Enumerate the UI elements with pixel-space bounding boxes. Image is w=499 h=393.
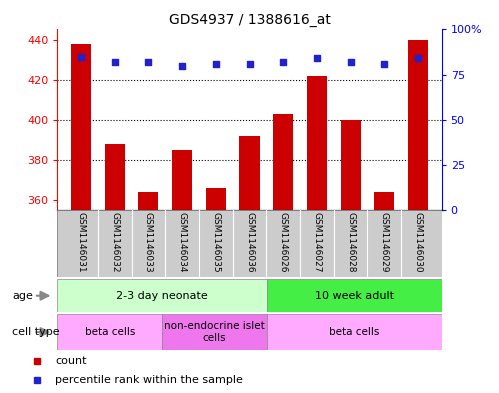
Point <box>347 59 355 65</box>
Bar <box>408 40 428 210</box>
Point <box>212 61 220 67</box>
Text: beta cells: beta cells <box>329 327 379 337</box>
Point <box>178 62 186 69</box>
Bar <box>374 192 394 210</box>
Point <box>380 61 388 67</box>
Bar <box>138 192 159 210</box>
Text: GSM1146036: GSM1146036 <box>245 212 254 273</box>
Bar <box>105 144 125 210</box>
Text: GSM1146030: GSM1146030 <box>414 212 423 273</box>
Point <box>414 55 422 62</box>
Bar <box>57 314 162 350</box>
Bar <box>267 279 442 312</box>
Text: GSM1146027: GSM1146027 <box>312 212 321 273</box>
Text: GSM1146032: GSM1146032 <box>110 212 119 273</box>
Text: GSM1146033: GSM1146033 <box>144 212 153 273</box>
Bar <box>340 120 361 210</box>
Text: GSM1146034: GSM1146034 <box>178 212 187 273</box>
Text: GSM1146029: GSM1146029 <box>380 212 389 273</box>
Text: age: age <box>12 291 33 301</box>
Bar <box>273 114 293 210</box>
Text: non-endocrine islet
cells: non-endocrine islet cells <box>164 321 265 343</box>
Text: count: count <box>55 356 86 366</box>
Text: cell type: cell type <box>12 327 60 337</box>
Bar <box>172 150 192 210</box>
Point <box>144 59 152 65</box>
Bar <box>240 136 259 210</box>
Text: 10 week adult: 10 week adult <box>315 291 394 301</box>
Text: percentile rank within the sample: percentile rank within the sample <box>55 375 243 386</box>
Bar <box>307 76 327 210</box>
Bar <box>57 210 442 277</box>
Point <box>279 59 287 65</box>
Bar <box>71 44 91 210</box>
Point <box>77 53 85 60</box>
Text: GSM1146026: GSM1146026 <box>279 212 288 273</box>
Point <box>246 61 253 67</box>
Bar <box>267 314 442 350</box>
Bar <box>162 314 267 350</box>
Text: beta cells: beta cells <box>85 327 135 337</box>
Bar <box>206 188 226 210</box>
Text: GSM1146031: GSM1146031 <box>76 212 85 273</box>
Title: GDS4937 / 1388616_at: GDS4937 / 1388616_at <box>169 13 330 27</box>
Point <box>111 59 119 65</box>
Text: GSM1146035: GSM1146035 <box>211 212 220 273</box>
Point <box>313 55 321 62</box>
Text: 2-3 day neonate: 2-3 day neonate <box>116 291 208 301</box>
Bar <box>57 279 267 312</box>
Text: GSM1146028: GSM1146028 <box>346 212 355 273</box>
